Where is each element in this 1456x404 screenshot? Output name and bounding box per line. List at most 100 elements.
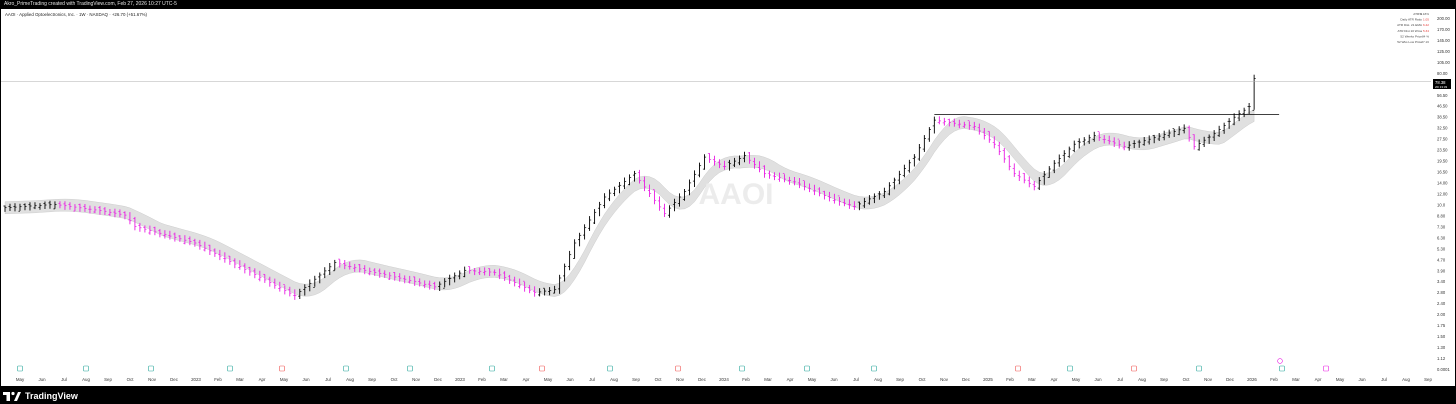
ohlc-bar — [1032, 181, 1036, 191]
event-marker[interactable] — [227, 365, 233, 372]
y-tick-label: 1.30 — [1437, 345, 1446, 350]
flag-marker[interactable] — [1277, 358, 1283, 364]
ohlc-bar — [947, 118, 951, 127]
ohlc-bar — [148, 225, 152, 235]
ohlc-bar — [113, 208, 117, 218]
ohlc-bar — [1107, 135, 1111, 145]
ohlc-bar — [1072, 140, 1076, 153]
ohlc-bar — [1017, 170, 1021, 181]
event-marker[interactable] — [1323, 365, 1329, 372]
ohlc-bar — [548, 287, 552, 296]
ohlc-bar — [777, 172, 782, 182]
y-tick-label: 16.50 — [1437, 170, 1448, 175]
price-chart[interactable]: AAOI AAOI · Applied Optoelectronics, Inc… — [1, 5, 1455, 386]
ohlc-bar — [902, 164, 906, 178]
x-tick-label: Jun — [1358, 377, 1366, 382]
x-tick-label: Jul — [589, 377, 595, 382]
ohlc-bar — [28, 202, 32, 211]
tradingview-logo[interactable]: TradingView — [3, 389, 78, 402]
ohlc-bar — [932, 116, 936, 134]
ohlc-bar — [992, 136, 996, 149]
event-marker[interactable] — [804, 365, 810, 372]
ohlc-bar — [218, 249, 222, 261]
price-axis[interactable]: 0.0001 1.12 1.30 1.50 1.75 2.00 2.40 2.80 3.40 3.… — [1437, 5, 1450, 372]
ohlc-bar — [912, 154, 916, 167]
event-marker[interactable] — [83, 365, 89, 372]
event-marker[interactable] — [675, 365, 681, 372]
event-marker[interactable] — [1196, 365, 1202, 372]
ohlc-bar — [458, 270, 462, 280]
events-row[interactable] — [17, 358, 1329, 372]
x-tick-label: Oct — [391, 377, 399, 382]
ohlc-bar — [1247, 103, 1251, 115]
event-marker[interactable] — [539, 365, 545, 372]
chart-area[interactable]: AAOI AAOI · Applied Optoelectronics, Inc… — [1, 5, 1455, 386]
event-marker[interactable] — [279, 365, 285, 372]
event-marker[interactable] — [343, 365, 349, 372]
event-marker-box — [1067, 365, 1073, 372]
ohlc-bar — [338, 258, 342, 268]
ohlc-bar — [138, 222, 142, 232]
event-marker[interactable] — [1279, 365, 1285, 372]
event-marker[interactable] — [1067, 365, 1073, 372]
ohlc-bar — [328, 263, 332, 275]
ohlc-bar — [787, 176, 792, 185]
ohlc-bar — [592, 209, 597, 224]
ohlc-bar — [53, 201, 57, 210]
stats-label: ATR% — [1413, 12, 1422, 16]
x-tick-label: Jun — [38, 377, 46, 382]
event-marker[interactable] — [1015, 365, 1021, 372]
event-marker[interactable] — [607, 365, 613, 372]
event-marker[interactable] — [17, 365, 23, 372]
ohlc-bar — [1077, 138, 1081, 149]
y-tick-label: 4.70 — [1437, 257, 1446, 262]
ohlc-bar — [1172, 128, 1176, 137]
ohlc-bar — [687, 179, 692, 196]
ohlc-bar — [1057, 154, 1061, 167]
ohlc-bar — [33, 202, 37, 210]
ohlc-bar — [892, 177, 896, 190]
ohlc-bar — [917, 144, 921, 161]
ohlc-bar — [103, 207, 107, 215]
band-layer — [4, 109, 1255, 297]
y-tick-label: 38.50 — [1437, 115, 1448, 120]
x-tick-label: Oct — [127, 377, 135, 382]
ohlc-bar — [1092, 131, 1096, 142]
x-tick-label: Dec — [1226, 377, 1235, 382]
ohlc-bar — [647, 184, 652, 197]
event-marker[interactable] — [871, 365, 877, 372]
x-tick-label: Aug — [874, 377, 882, 382]
x-tick-label: Jun — [302, 377, 310, 382]
event-marker[interactable] — [1131, 365, 1137, 372]
ohlc-bar — [88, 205, 92, 214]
ohlc-bar — [1137, 139, 1141, 148]
ohlc-bar — [368, 267, 372, 276]
ohlc-bar — [697, 162, 702, 178]
x-tick-label: 2023 — [191, 377, 201, 382]
x-tick-label: 2025 — [983, 377, 993, 382]
event-marker-box — [83, 365, 89, 372]
event-marker[interactable] — [407, 365, 413, 372]
ohlc-bar — [233, 258, 237, 269]
x-tick-label: May — [280, 377, 289, 382]
y-tick-label: 46.50 — [1437, 104, 1448, 109]
event-marker[interactable] — [148, 365, 154, 372]
event-marker[interactable] — [739, 365, 745, 372]
ohlc-bar — [383, 270, 387, 278]
x-tick-label: Nov — [1204, 377, 1213, 382]
ohlc-bar — [3, 205, 7, 212]
time-axis[interactable]: May Jun Jul Aug Sep Oct Nov Dec 2023 Feb Mar Apr May… — [16, 377, 1433, 382]
ohlc-bar — [128, 212, 132, 225]
stats-value: 1.05 — [1423, 18, 1429, 22]
ohlc-bar — [188, 236, 192, 246]
ohlc-bar — [1027, 176, 1031, 188]
ohlc-bar — [488, 268, 492, 277]
ohlc-bar — [283, 284, 287, 295]
ohlc-bar — [48, 200, 52, 209]
ohlc-bar — [817, 187, 822, 197]
ohlc-bar — [702, 154, 707, 170]
ohlc-bar — [223, 252, 227, 263]
event-marker[interactable] — [489, 365, 495, 372]
ohlc-bar — [927, 127, 931, 142]
ohlc-bar — [1122, 141, 1126, 151]
